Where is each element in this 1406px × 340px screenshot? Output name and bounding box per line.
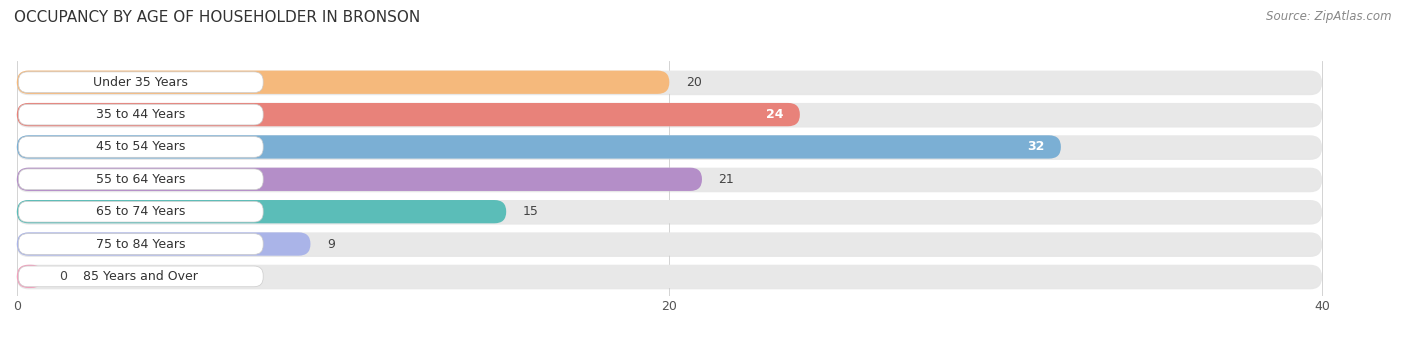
Text: 20: 20 [686, 76, 702, 89]
FancyBboxPatch shape [17, 103, 1322, 126]
Text: 21: 21 [718, 173, 734, 186]
FancyBboxPatch shape [17, 200, 506, 223]
FancyBboxPatch shape [17, 234, 1322, 257]
FancyBboxPatch shape [17, 104, 1322, 128]
FancyBboxPatch shape [18, 137, 263, 157]
Text: 32: 32 [1028, 140, 1045, 153]
Text: 85 Years and Over: 85 Years and Over [83, 270, 198, 283]
Text: Source: ZipAtlas.com: Source: ZipAtlas.com [1267, 10, 1392, 23]
FancyBboxPatch shape [17, 232, 1322, 256]
FancyBboxPatch shape [18, 234, 263, 254]
FancyBboxPatch shape [17, 71, 669, 94]
FancyBboxPatch shape [17, 265, 44, 288]
Text: 0: 0 [59, 270, 67, 283]
FancyBboxPatch shape [17, 135, 1062, 158]
FancyBboxPatch shape [17, 266, 1322, 289]
FancyBboxPatch shape [17, 103, 800, 126]
FancyBboxPatch shape [17, 135, 1322, 158]
FancyBboxPatch shape [17, 168, 1322, 191]
Text: Under 35 Years: Under 35 Years [93, 76, 188, 89]
Text: 24: 24 [766, 108, 783, 121]
FancyBboxPatch shape [18, 201, 263, 222]
FancyBboxPatch shape [17, 265, 1322, 288]
FancyBboxPatch shape [17, 169, 1322, 192]
FancyBboxPatch shape [17, 72, 1322, 95]
Text: 75 to 84 Years: 75 to 84 Years [96, 238, 186, 251]
Text: 45 to 54 Years: 45 to 54 Years [96, 140, 186, 153]
Text: 55 to 64 Years: 55 to 64 Years [96, 173, 186, 186]
Text: 65 to 74 Years: 65 to 74 Years [96, 205, 186, 218]
FancyBboxPatch shape [18, 169, 263, 190]
FancyBboxPatch shape [17, 200, 1322, 223]
FancyBboxPatch shape [17, 71, 1322, 94]
FancyBboxPatch shape [18, 266, 263, 287]
Text: 35 to 44 Years: 35 to 44 Years [96, 108, 186, 121]
FancyBboxPatch shape [17, 232, 311, 256]
Text: OCCUPANCY BY AGE OF HOUSEHOLDER IN BRONSON: OCCUPANCY BY AGE OF HOUSEHOLDER IN BRONS… [14, 10, 420, 25]
FancyBboxPatch shape [17, 137, 1322, 160]
FancyBboxPatch shape [17, 168, 702, 191]
Text: 15: 15 [523, 205, 538, 218]
FancyBboxPatch shape [18, 72, 263, 92]
Text: 9: 9 [326, 238, 335, 251]
FancyBboxPatch shape [17, 201, 1322, 225]
FancyBboxPatch shape [18, 104, 263, 125]
